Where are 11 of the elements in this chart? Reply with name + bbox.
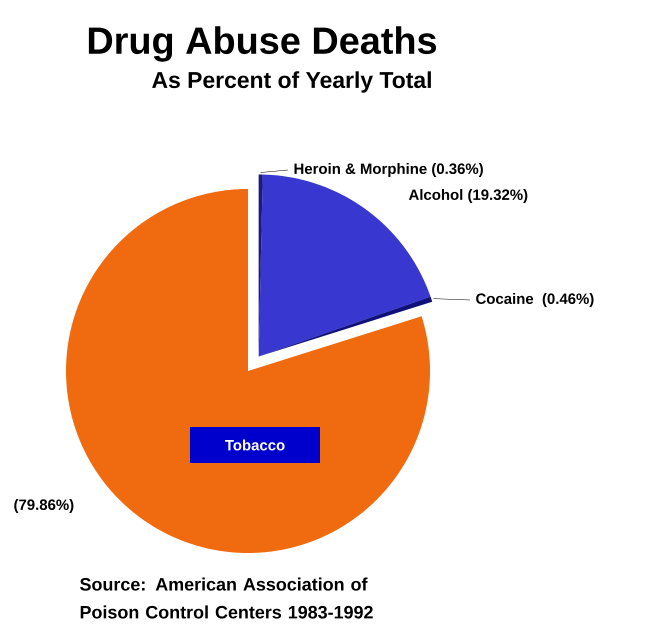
data-label: (0.36%) xyxy=(432,163,483,177)
slice-label: Heroin & Morphine xyxy=(294,163,427,177)
slice-label: Tobacco xyxy=(225,440,285,450)
data-label: (19.32%) xyxy=(468,189,528,203)
data-label: (79.86%) xyxy=(14,499,74,513)
slice-label: Cocaine xyxy=(476,293,534,304)
chart-title: Drug Abuse Deaths xyxy=(88,26,436,62)
chart-subtitle: As Percent of Yearly Total xyxy=(152,71,431,93)
source-note: Source: American Association of Poison Control Centers 1983-1992 xyxy=(80,578,373,619)
data-label: (0.46%) xyxy=(542,293,594,307)
slice-label: Alcohol xyxy=(408,189,462,200)
